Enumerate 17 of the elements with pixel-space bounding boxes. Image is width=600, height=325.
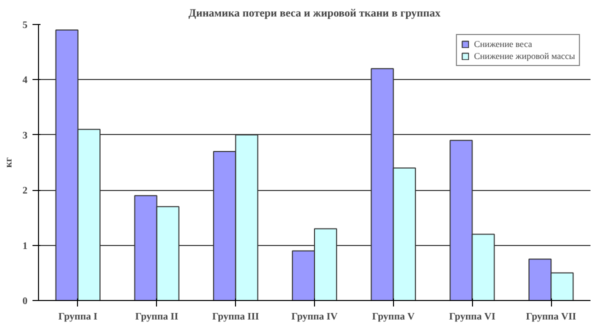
y-tick-label: 0 <box>22 296 28 307</box>
x-tick-label: Группа VI <box>449 312 496 322</box>
y-tick-label: 5 <box>22 20 28 31</box>
y-tick-label: 2 <box>22 186 28 197</box>
x-tick-label: Группа V <box>372 312 416 322</box>
legend-label: Снижение веса <box>474 39 532 49</box>
y-tick-label: 1 <box>22 240 28 252</box>
chart-title: Динамика потери веса и жировой ткани в группах <box>188 8 441 20</box>
y-tick-label: 4 <box>22 75 28 86</box>
y-axis-title: кг <box>4 156 14 168</box>
y-tick-label: 3 <box>22 130 28 142</box>
x-tick-label: Группа I <box>58 312 98 322</box>
legend-label: Снижение жировой массы <box>474 51 575 61</box>
x-tick-label: Группа IV <box>291 312 338 322</box>
x-tick-label: Группа VII <box>526 312 576 322</box>
x-tick-label: Группа II <box>135 312 178 322</box>
x-tick-label: Группа III <box>212 312 260 322</box>
